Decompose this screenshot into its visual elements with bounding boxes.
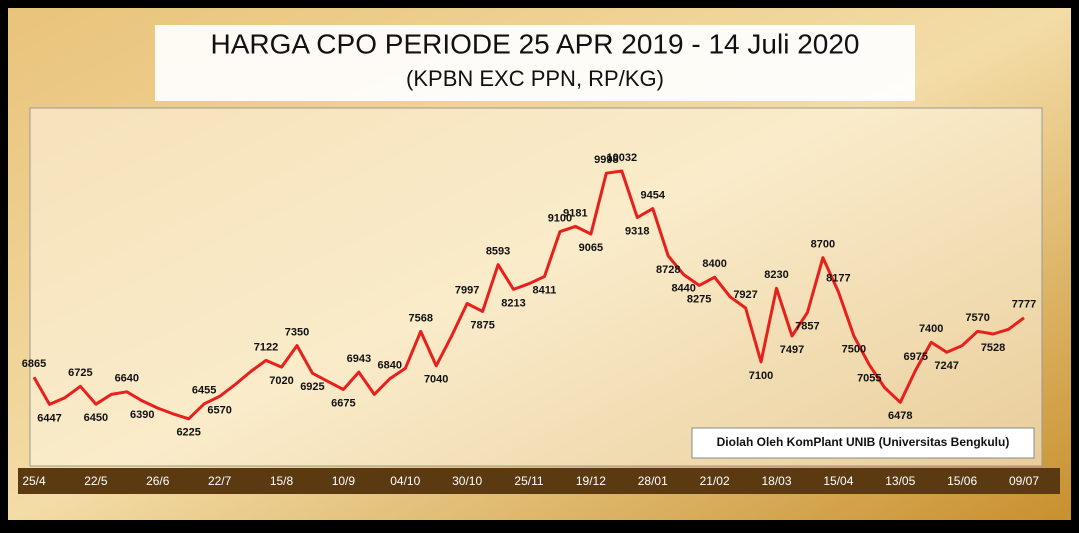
data-label: 7568	[408, 312, 432, 324]
data-label: 7857	[795, 320, 819, 332]
x-tick-label: 30/10	[452, 474, 482, 488]
data-label: 7570	[965, 312, 989, 324]
data-label: 6478	[888, 410, 912, 422]
x-tick-label: 09/07	[1009, 474, 1039, 488]
data-label: 6455	[192, 385, 216, 397]
x-axis-strip	[18, 468, 1060, 494]
data-label: 7020	[269, 375, 293, 387]
data-label: 7400	[919, 323, 943, 335]
data-label: 8213	[501, 297, 525, 309]
data-label: 9181	[563, 207, 587, 219]
chart-subtitle: (KPBN EXC PPN, RP/KG)	[406, 66, 664, 91]
data-label: 8275	[687, 293, 711, 305]
data-label: 8728	[656, 264, 680, 276]
data-label: 7350	[285, 326, 309, 338]
data-label: 7528	[981, 342, 1005, 354]
data-label: 6925	[300, 381, 324, 393]
plot-area	[29, 107, 1043, 467]
line	[32, 169, 1025, 421]
data-label: 7875	[470, 319, 494, 331]
x-tick-label: 25/11	[514, 474, 543, 488]
x-tick-label: 21/02	[700, 474, 730, 488]
x-tick-label: 22/7	[208, 474, 232, 488]
x-tick-label: 15/04	[823, 474, 853, 488]
data-label: 8411	[533, 284, 557, 296]
data-label: 9998	[594, 154, 618, 166]
data-label: 7100	[749, 370, 773, 382]
data-label: 8440	[671, 283, 695, 295]
data-label: 7997	[455, 284, 479, 296]
data-label: 6225	[176, 427, 200, 439]
data-label: 7247	[934, 360, 958, 372]
x-tick-label: 10/9	[332, 474, 356, 488]
x-tick-label: 15/8	[270, 474, 294, 488]
note: Diolah Oleh KomPlant UNIB (Universitas B…	[717, 435, 1010, 449]
data-label: 7122	[254, 341, 278, 353]
data-label: 6390	[130, 409, 154, 421]
data-label: 6943	[347, 353, 371, 365]
data-label: 7500	[842, 344, 866, 356]
note-box	[691, 427, 1035, 459]
x-tick-label: 19/12	[576, 474, 606, 488]
data-label: 6450	[84, 412, 108, 424]
data-label: 8400	[702, 258, 726, 270]
data-label: 9454	[641, 190, 666, 202]
data-label: 6975	[903, 351, 927, 363]
data-label: 9100	[548, 213, 572, 225]
data-label: 6840	[378, 360, 402, 372]
data-label: 8177	[826, 273, 850, 285]
chart-title: HARGA CPO PERIODE 25 APR 2019 - 14 Juli …	[211, 28, 860, 59]
data-label: 6675	[331, 397, 355, 409]
x-tick-label: 28/01	[638, 474, 668, 488]
data-label: 6865	[22, 358, 46, 370]
data-label: 6570	[207, 404, 231, 416]
x-tick-label: 25/4	[22, 474, 46, 488]
x-tick-label: 04/10	[390, 474, 420, 488]
data-label: 6725	[68, 367, 92, 379]
x-tick-label: 13/05	[885, 474, 915, 488]
data-label: 9065	[579, 242, 603, 254]
x-tick-label: 26/6	[146, 474, 170, 488]
data-label: 8593	[486, 246, 510, 258]
data-label: 7777	[1012, 299, 1036, 311]
data-label: 8230	[764, 269, 788, 281]
x-tick-label: 15/06	[947, 474, 977, 488]
data-label: 10032	[607, 152, 638, 164]
data-label: 9318	[625, 225, 649, 237]
data-label: 8700	[811, 239, 835, 251]
data-label: 7497	[780, 344, 804, 356]
title-box	[155, 25, 915, 101]
data-label: 6640	[115, 373, 139, 385]
data-label: 7927	[733, 289, 757, 301]
data-label: 7055	[857, 373, 881, 385]
x-tick-label: 18/03	[761, 474, 791, 488]
data-label: 6447	[37, 412, 61, 424]
x-tick-label: 22/5	[84, 474, 108, 488]
data-label: 7040	[424, 374, 448, 386]
